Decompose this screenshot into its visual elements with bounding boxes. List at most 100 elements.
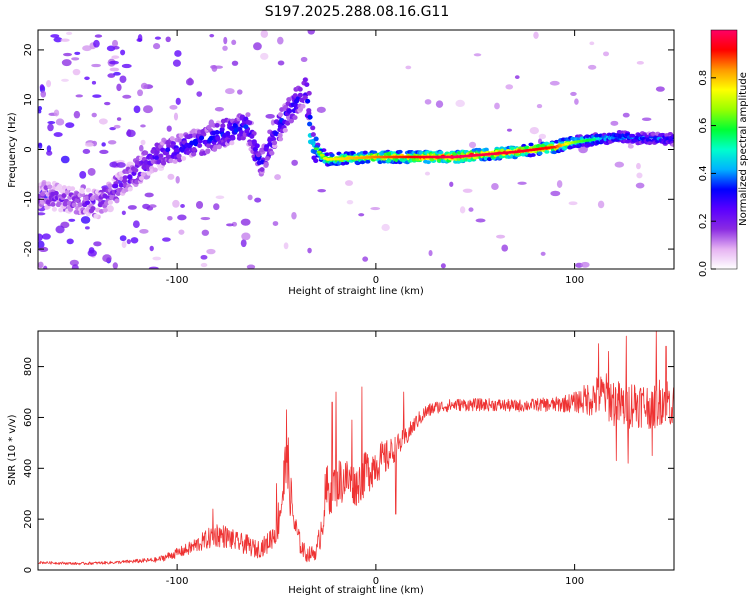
spectrogram-noise-cell — [139, 228, 149, 234]
spectrogram-ridge-cell — [38, 187, 42, 193]
spectrogram-noise-cell — [84, 76, 90, 81]
spectrogram-noise-cell — [140, 124, 146, 128]
spectrogram-ridge-cell — [307, 121, 313, 127]
spectrogram-ridge-cell — [114, 198, 120, 204]
spectrogram-noise-cell — [154, 36, 162, 40]
spectrogram-noise-cell — [109, 67, 120, 72]
spectrogram-noise-cell — [84, 142, 94, 147]
spectrogram-cells — [38, 30, 674, 269]
spectrogram-noise-cell — [405, 65, 412, 70]
spectrogram-noise-cell — [549, 80, 560, 86]
spectrogram-noise-cell — [517, 181, 527, 185]
spectrogram-noise-cell — [68, 218, 76, 222]
spectrogram-noise-cell — [231, 60, 239, 66]
spectrogram-ridge-cell — [57, 183, 63, 189]
spectrogram-x-label: Height of straight line (km) — [288, 286, 424, 297]
spectrogram-noise-cell — [148, 204, 157, 208]
colorbar-ticks: 0.0 0.2 0.4 0.6 0.8 — [698, 70, 716, 277]
y-tick-label: 400 — [23, 459, 34, 478]
spectrogram-noise-cell — [149, 245, 154, 252]
spectrogram-ridge-cell — [107, 183, 113, 189]
spectrogram-ridge-cell — [647, 141, 653, 146]
spectrogram-noise-cell — [211, 65, 218, 72]
spectrogram-noise-cell — [175, 97, 181, 105]
spectrogram-noise-cell — [133, 105, 141, 114]
spectrogram-noise-cell — [200, 262, 208, 268]
spectrogram-ridge-cell — [191, 128, 197, 134]
spectrogram-noise-cell — [47, 121, 56, 125]
spectrogram-noise-cell — [175, 175, 180, 184]
spectrogram-noise-cell — [246, 264, 256, 269]
spectrogram-noise-cell — [597, 200, 605, 209]
spectrogram-noise-cell — [254, 197, 262, 203]
spectrogram-noise-cell — [91, 63, 101, 68]
spectrogram-noise-cell — [226, 223, 234, 227]
spectrogram-ridge-cell — [69, 186, 76, 192]
spectrogram-noise-cell — [655, 86, 665, 92]
spectrogram-noise-cell — [428, 249, 433, 257]
spectrogram-ridge-cell — [386, 158, 392, 163]
spectrogram-ridge-cell — [191, 147, 197, 152]
spectrogram-ridge-cell — [179, 147, 185, 153]
spectrogram-noise-cell — [106, 205, 114, 213]
spectrogram-noise-cell — [177, 214, 187, 221]
spectrogram-noise-cell — [501, 244, 509, 252]
spectrogram-noise-cell — [195, 200, 204, 209]
spectrogram-noise-cell — [91, 80, 97, 85]
spectrogram-noise-cell — [455, 99, 465, 108]
colorbar-tick-label: 0.8 — [698, 70, 709, 86]
x-tick-label: 100 — [565, 275, 584, 286]
spectrogram-noise-cell — [142, 105, 153, 114]
y-tick-label: 0 — [23, 146, 34, 152]
spectrogram-ridge-cell — [302, 95, 308, 100]
spectrogram-noise-cell — [38, 142, 43, 149]
spectrogram-core-cell — [313, 147, 319, 151]
spectrogram-ridge-cell — [271, 140, 278, 146]
spectrogram-ridge-cell — [127, 186, 133, 192]
spectrogram-noise-cell — [538, 133, 547, 140]
spectrogram-ridge-cell — [313, 136, 319, 142]
spectrogram-ridge-cell — [245, 112, 251, 118]
spectrogram-ridge-cell — [216, 144, 222, 150]
spectrogram-ridge-cell — [165, 147, 171, 153]
spectrogram-ridge-cell — [56, 201, 62, 207]
spectrogram-noise-cell — [82, 45, 92, 52]
colorbar-label: Normalized spectral amplitude — [738, 72, 749, 226]
spectrogram-noise-cell — [424, 171, 430, 176]
spectrogram-noise-cell — [126, 238, 131, 245]
spectrogram-ridge-cell — [483, 147, 489, 152]
spectrogram-y-label: Frequency (Hz) — [7, 112, 18, 188]
spectrogram-noise-cell — [71, 264, 79, 269]
snr-x-label: Height of straight line (km) — [288, 585, 424, 596]
spectrogram-noise-cell — [103, 101, 111, 106]
spectrogram-noise-cell — [98, 118, 108, 125]
spectrogram-noise-cell — [144, 192, 154, 198]
spectrogram-ridge-cell — [438, 150, 444, 155]
spectrogram-noise-cell — [187, 77, 193, 86]
spectrogram-ridge-cell — [307, 114, 313, 120]
spectrogram-ridge-cell — [286, 97, 292, 102]
spectrogram-ridge-cell — [53, 190, 59, 196]
spectrogram-noise-cell — [214, 107, 224, 112]
spectrogram-noise-cell — [61, 59, 72, 67]
spectrogram-ridge-cell — [476, 147, 482, 152]
spectrogram-noise-cell — [627, 144, 634, 149]
spectrogram-ridge-cell — [362, 150, 368, 155]
spectrogram-noise-cell — [272, 221, 279, 227]
spectrogram-ridge-cell — [214, 122, 220, 128]
spectrogram-ridge-cell — [178, 133, 184, 139]
spectrogram-ridge-cell — [304, 82, 310, 88]
y-tick-label: -10 — [23, 191, 34, 207]
spectrogram-noise-cell — [60, 38, 70, 42]
spectrogram-noise-cell — [200, 255, 208, 260]
spectrogram-noise-cell — [109, 60, 119, 65]
spectrogram-noise-cell — [505, 84, 514, 90]
spectrogram-ridge-cell — [354, 160, 360, 165]
spectrogram-noise-cell — [99, 149, 109, 155]
spectrogram-noise-cell — [152, 256, 162, 261]
spectrogram-ridge-cell — [630, 133, 636, 138]
spectrogram-ridge-cell — [594, 133, 600, 138]
spectrogram-ridge-cell — [172, 159, 178, 164]
spectrogram-noise-cell — [38, 106, 43, 111]
